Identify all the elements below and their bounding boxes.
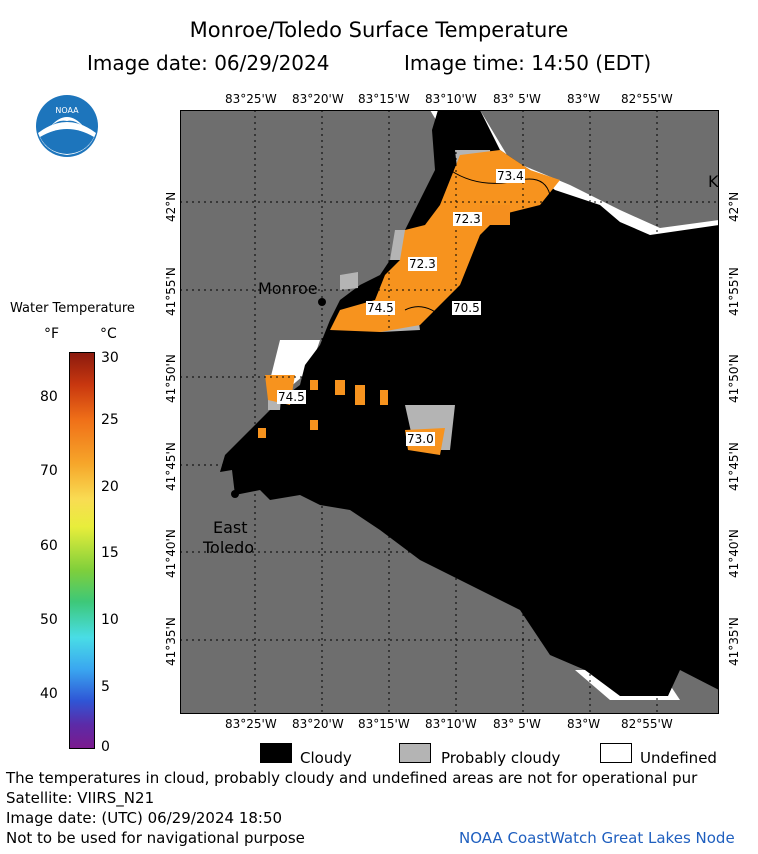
legend-probably-cloudy-label: Probably cloudy xyxy=(441,749,561,767)
c-tick: 25 xyxy=(101,412,119,428)
lon-tick-top: 83°15'W xyxy=(358,92,410,106)
east-toledo-marker xyxy=(231,490,239,498)
lon-tick-top: 83°10'W xyxy=(425,92,477,106)
footer-credit: NOAA CoastWatch Great Lakes Node xyxy=(459,829,735,847)
temp-label: 74.5 xyxy=(366,301,395,315)
temp-label: 74.5 xyxy=(277,390,306,404)
f-tick: 80 xyxy=(40,389,58,405)
temp-label: 73.0 xyxy=(406,432,435,446)
footer-satellite: Satellite: VIIRS_N21 xyxy=(6,789,155,807)
f-tick: 40 xyxy=(40,686,58,702)
colorbar-unit-f: °F xyxy=(44,326,60,342)
temperature-map xyxy=(180,110,719,714)
f-tick: 50 xyxy=(40,612,58,628)
f-tick: 60 xyxy=(40,538,58,554)
lon-tick-top: 83° 5'W xyxy=(493,92,541,106)
image-time: Image time: 14:50 (EDT) xyxy=(404,51,652,75)
image-date: Image date: 06/29/2024 xyxy=(87,51,330,75)
c-tick: 0 xyxy=(101,739,110,755)
legend-undefined-label: Undefined xyxy=(640,749,717,767)
map-title: Monroe/Toledo Surface Temperature xyxy=(189,18,569,42)
lat-tick-right: 41°40'N xyxy=(727,529,741,578)
cloudy-area xyxy=(220,110,719,696)
footer-nav-warning: Not to be used for navigational purpose xyxy=(6,829,305,847)
lon-tick-bottom: 83° 5'W xyxy=(493,717,541,731)
lat-tick-right: 41°55'N xyxy=(727,267,741,316)
legend-cloudy-swatch xyxy=(260,743,292,763)
lat-tick-left: 42°N xyxy=(164,191,178,222)
place-k: K xyxy=(708,172,719,191)
lat-tick-right: 41°35'N xyxy=(727,617,741,666)
monroe-marker xyxy=(318,298,326,306)
place-monroe: Monroe xyxy=(258,279,318,298)
colorbar xyxy=(69,352,95,749)
noaa-logo: NOAA xyxy=(36,95,98,157)
lon-tick-top: 83°20'W xyxy=(292,92,344,106)
lat-tick-left: 41°50'N xyxy=(164,354,178,403)
legend-cloudy-label: Cloudy xyxy=(300,749,352,767)
footer-utc-date: Image date: (UTC) 06/29/2024 18:50 xyxy=(6,809,283,827)
lat-tick-right: 42°N xyxy=(727,191,741,222)
logo-text: NOAA xyxy=(55,106,79,115)
lon-tick-bottom: 83°25'W xyxy=(225,717,277,731)
temp-label: 70.5 xyxy=(452,301,481,315)
lon-tick-bottom: 83°10'W xyxy=(425,717,477,731)
c-tick: 5 xyxy=(101,679,110,695)
lat-tick-left: 41°35'N xyxy=(164,617,178,666)
lon-tick-top: 82°55'W xyxy=(621,92,673,106)
lat-tick-right: 41°50'N xyxy=(727,354,741,403)
place-east: East xyxy=(213,518,248,537)
lon-tick-bottom: 82°55'W xyxy=(621,717,673,731)
lon-tick-top: 83°25'W xyxy=(225,92,277,106)
temp-label: 73.4 xyxy=(496,169,525,183)
place-toledo: Toledo xyxy=(203,538,255,557)
lat-tick-left: 41°40'N xyxy=(164,529,178,578)
c-tick: 15 xyxy=(101,545,119,561)
lat-tick-left: 41°55'N xyxy=(164,267,178,316)
c-tick: 30 xyxy=(101,350,119,366)
water-temperature-area xyxy=(330,150,560,332)
temp-label: 72.3 xyxy=(408,257,437,271)
lon-tick-top: 83°W xyxy=(567,92,601,106)
legend-undefined-swatch xyxy=(600,743,632,763)
lon-tick-bottom: 83°15'W xyxy=(358,717,410,731)
legend-probably-cloudy-swatch xyxy=(399,743,431,763)
f-tick: 70 xyxy=(40,463,58,479)
lat-tick-left: 41°45'N xyxy=(164,442,178,491)
graticule xyxy=(180,110,719,714)
c-tick: 20 xyxy=(101,479,119,495)
lon-tick-bottom: 83°20'W xyxy=(292,717,344,731)
footer-note: The temperatures in cloud, probably clou… xyxy=(6,769,698,787)
colorbar-title: Water Temperature xyxy=(10,301,135,316)
colorbar-unit-c: °C xyxy=(100,326,117,342)
c-tick: 10 xyxy=(101,612,119,628)
lon-tick-bottom: 83°W xyxy=(567,717,601,731)
lat-tick-right: 41°45'N xyxy=(727,442,741,491)
temp-label: 72.3 xyxy=(453,212,482,226)
